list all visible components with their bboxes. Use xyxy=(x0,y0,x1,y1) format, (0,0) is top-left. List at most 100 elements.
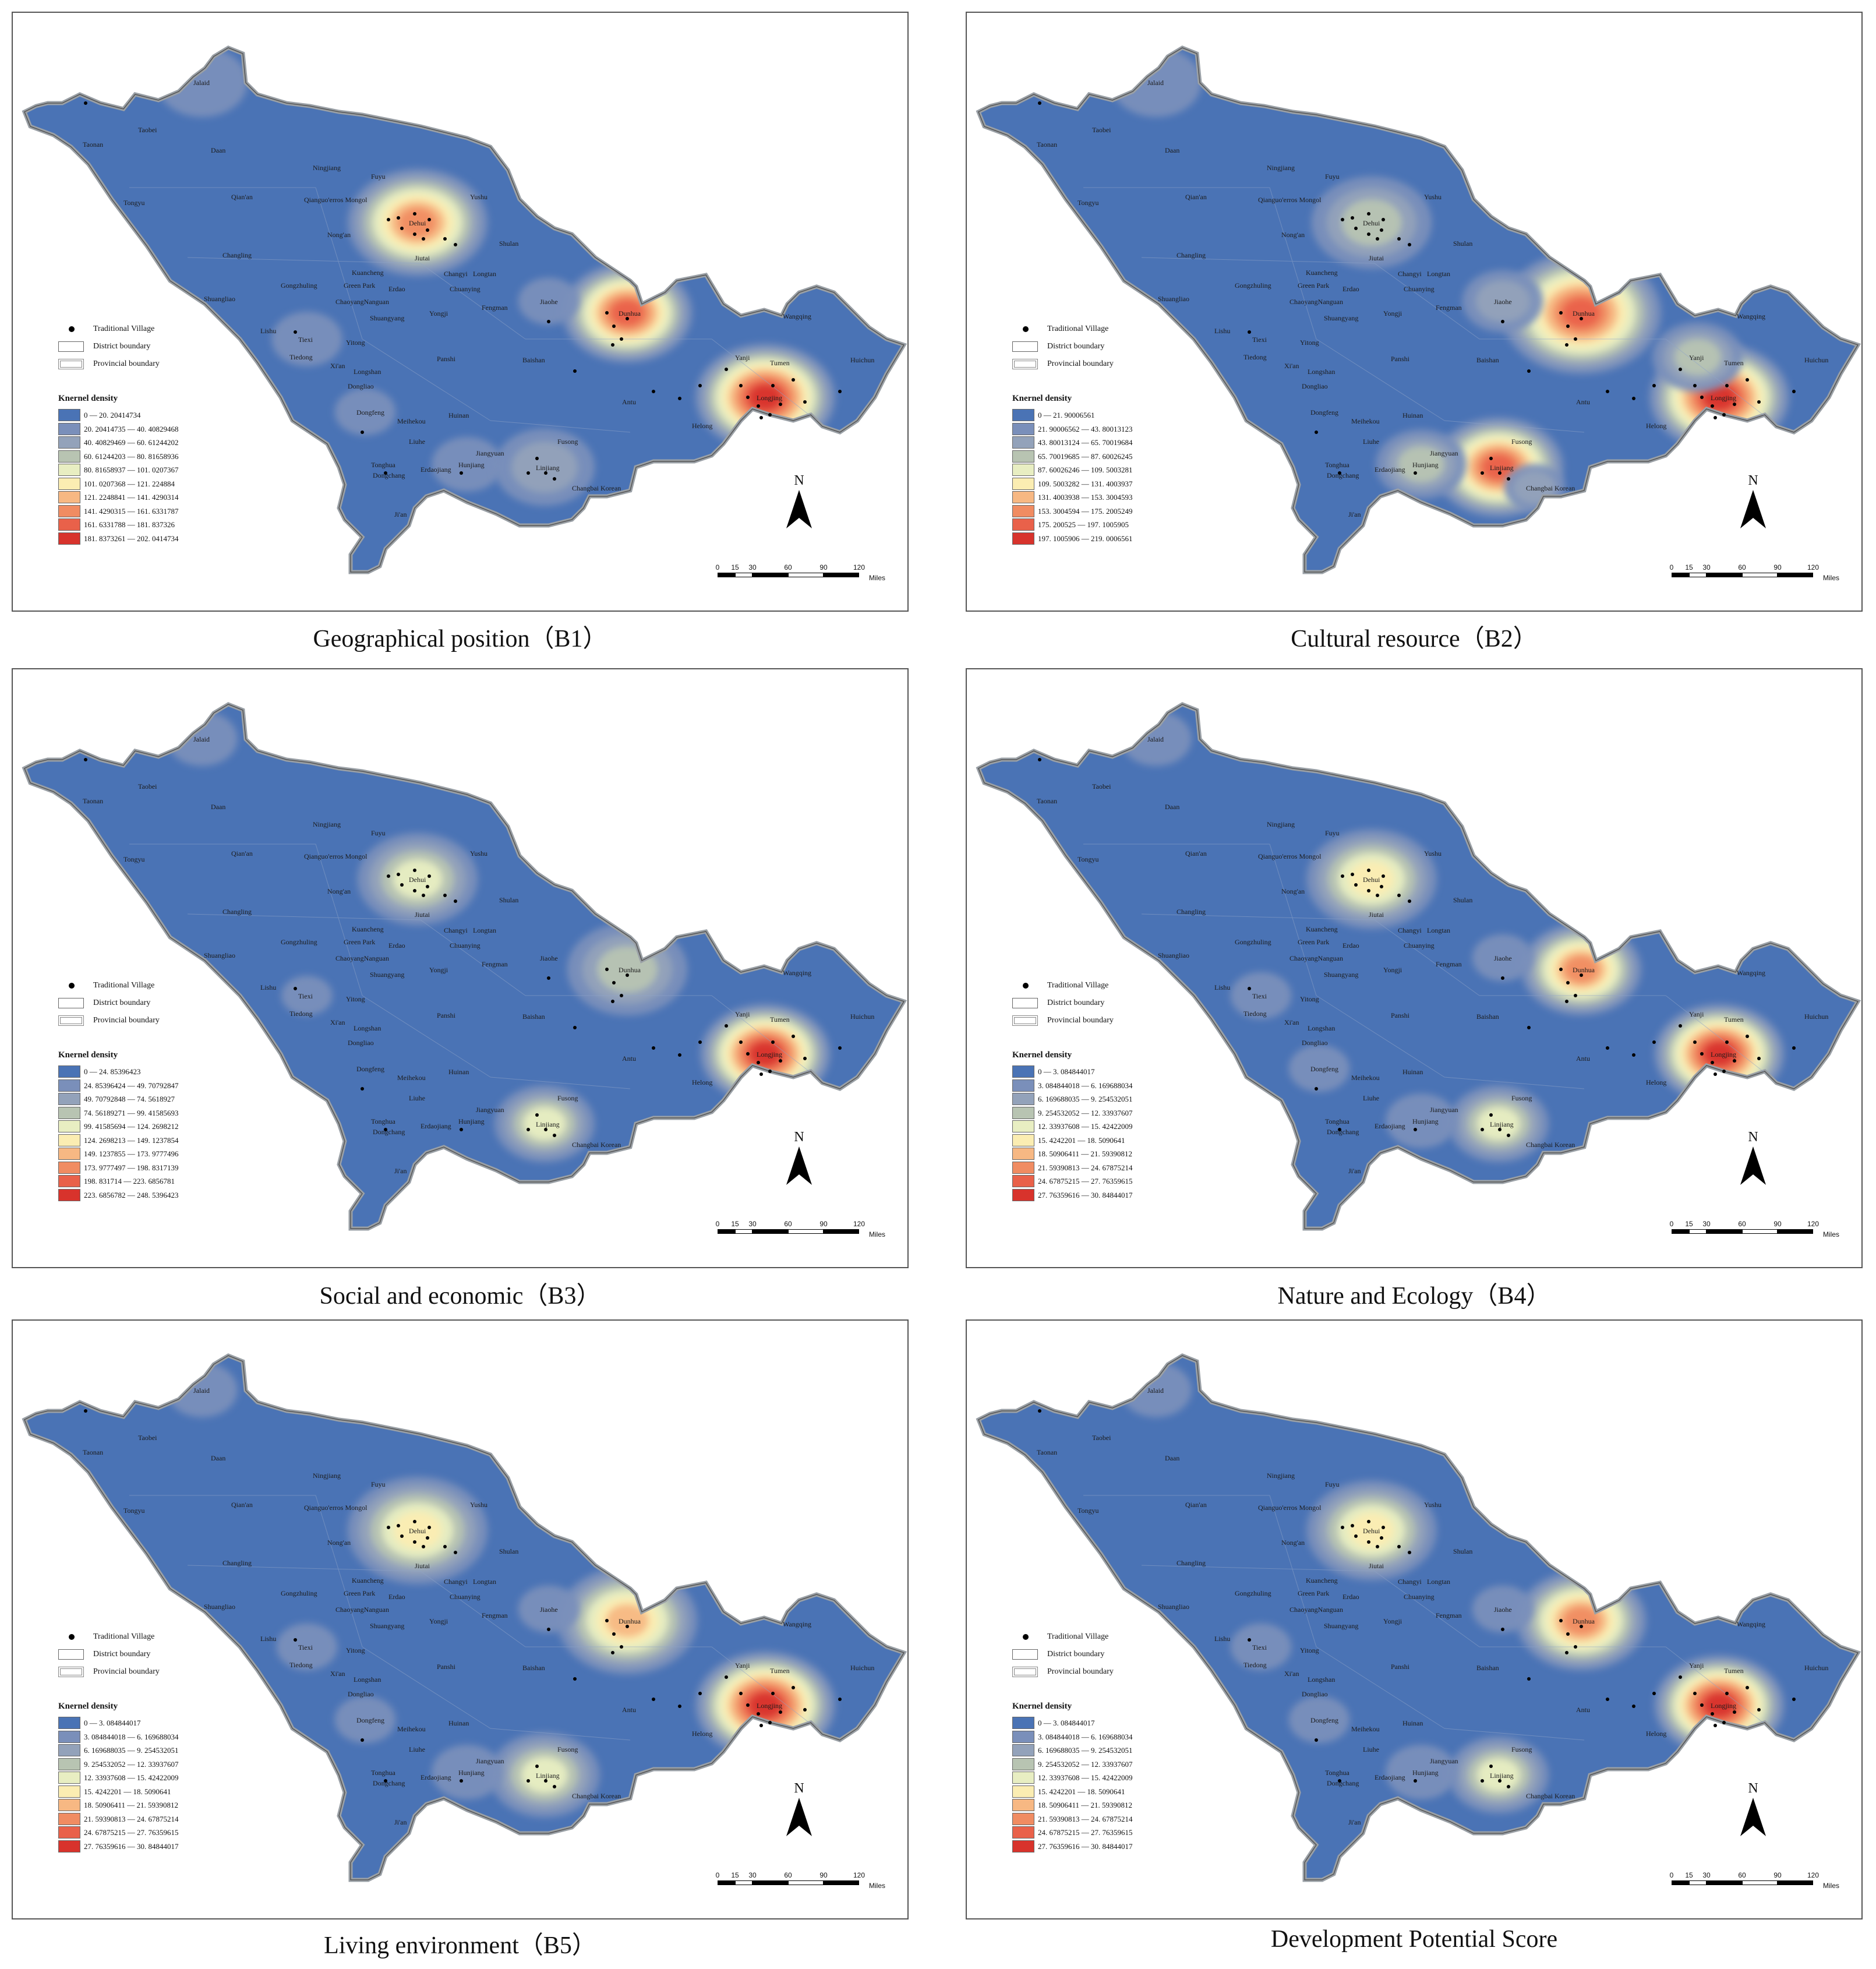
place-label: Fengman xyxy=(482,304,508,312)
village-point xyxy=(1606,1698,1609,1701)
legend-village-label: Traditional Village xyxy=(1047,1632,1109,1641)
place-label: Longtan xyxy=(1427,926,1450,934)
village-point xyxy=(1501,320,1504,323)
legend-swatch xyxy=(58,1093,80,1105)
village-point xyxy=(1725,1040,1729,1044)
place-label: Taobei xyxy=(138,126,157,134)
legend-density-title: Knernel density xyxy=(58,394,118,403)
place-label: Ji'an xyxy=(394,1167,407,1175)
village-point xyxy=(626,317,629,320)
legend-district: District boundary xyxy=(1012,994,1133,1012)
place-label: Erdaojiang xyxy=(421,465,451,474)
legend-density-class: 153. 3004594 — 175. 2005249 xyxy=(1012,504,1133,518)
scale-bar: 0 15 30 60 90 120 Miles xyxy=(1660,563,1840,587)
place-label: Dongchang xyxy=(1327,1128,1359,1136)
place-label: Longtan xyxy=(473,1578,496,1586)
scale-tick-label: 60 xyxy=(784,563,792,571)
place-label: Dongchang xyxy=(373,1128,405,1136)
panel-caption: Social and economic（B3） xyxy=(319,1283,601,1310)
legend-swatch xyxy=(1012,1826,1034,1839)
place-label: Shuangyang xyxy=(370,1622,404,1630)
place-label: Tongyu xyxy=(1077,199,1099,207)
place-label: Dongliao xyxy=(348,382,374,390)
legend-density-class: 3. 084844018 — 6. 169688034 xyxy=(1012,1079,1133,1093)
legend-density-class: 0 — 3. 084844017 xyxy=(1012,1716,1133,1730)
place-label: Kuancheng xyxy=(1306,269,1338,277)
place-label: Dongfeng xyxy=(356,1065,384,1073)
north-arrow-icon: N xyxy=(782,1130,817,1189)
place-label: Jiaohe xyxy=(1494,1605,1512,1614)
hotspot-hunjiang xyxy=(1376,429,1467,499)
place-label: Fengman xyxy=(1436,1611,1462,1619)
village-point xyxy=(771,384,775,387)
legend-province: Provincial boundary xyxy=(58,1663,179,1681)
place-label: Fusong xyxy=(557,1094,578,1102)
place-label: Erdao xyxy=(388,1593,405,1601)
place-label: Jiangyuan xyxy=(1430,449,1458,457)
scale-tick-label: 90 xyxy=(1773,1871,1782,1879)
place-label: Antu xyxy=(622,398,636,406)
place-label: Gongzhuling xyxy=(281,281,317,290)
place-label: Kuancheng xyxy=(1306,925,1338,933)
place-label: Taonan xyxy=(1037,140,1057,149)
scale-segment xyxy=(735,1880,752,1885)
legend-province: Provincial boundary xyxy=(58,355,179,373)
legend-class-label: 21. 59390813 — 24. 67875214 xyxy=(1038,1814,1133,1823)
village-point xyxy=(1693,1040,1697,1044)
place-label: Qianguo'erros Mongol xyxy=(1258,1504,1322,1512)
district-boundaries xyxy=(1083,844,1771,1089)
legend-class-label: 24. 85396424 — 49. 70792847 xyxy=(84,1081,179,1090)
village-point xyxy=(387,1526,390,1529)
village-point xyxy=(771,1692,775,1695)
place-label: Jalaid xyxy=(1147,79,1164,87)
place-label: Longtan xyxy=(473,926,496,934)
legend-swatch xyxy=(58,1717,80,1729)
place-label: Meihekou xyxy=(397,417,426,425)
scale-tick-label: 0 xyxy=(715,563,720,571)
place-label: Helong xyxy=(692,1730,712,1738)
scale-segment xyxy=(718,573,735,577)
legend-class-label: 27. 76359616 — 30. 84844017 xyxy=(84,1841,179,1851)
place-label: Qianguo'erros Mongol xyxy=(304,1504,368,1512)
place-label: Tiexi xyxy=(298,1643,313,1652)
village-point xyxy=(768,1070,772,1073)
village-point xyxy=(397,873,400,876)
scale-unit: Miles xyxy=(869,1882,886,1890)
place-label: Dunhua xyxy=(1573,966,1595,974)
hotspot-linjiang xyxy=(494,428,595,506)
legend-density-class: 197. 1005906 — 219. 0006561 xyxy=(1012,532,1133,546)
place-label: Jiutai xyxy=(1369,1562,1384,1570)
place-label: Tiexi xyxy=(1252,1643,1267,1652)
map-panel-5: Jalaid Taobei Taonan Daan Ningjiang Fuyu Tongy… xyxy=(12,1319,909,1919)
legend-class-label: 24. 67875215 — 27. 76359615 xyxy=(84,1828,179,1837)
legend-class-label: 9. 254532052 — 12. 33937607 xyxy=(1038,1759,1133,1769)
village-point xyxy=(746,396,750,399)
place-label: Shuangyang xyxy=(370,971,404,979)
legend-district: District boundary xyxy=(58,994,179,1012)
village-point xyxy=(771,1040,775,1044)
place-label: Longshan xyxy=(1308,1024,1335,1032)
place-label: Gongzhuling xyxy=(281,938,317,946)
place-label: Fusong xyxy=(1511,1745,1532,1753)
legend-class-label: 6. 169688035 — 9. 254532051 xyxy=(1038,1746,1133,1755)
village-point xyxy=(535,457,539,460)
legend-swatch xyxy=(58,477,80,490)
place-label: Antu xyxy=(622,1054,636,1063)
place-label: Yitong xyxy=(346,995,365,1003)
place-label: Fusong xyxy=(1511,437,1532,446)
hotspot-yanji xyxy=(1652,322,1743,392)
place-label: Jiangyuan xyxy=(476,449,504,457)
place-label: Erdaojiang xyxy=(1375,465,1405,474)
place-label: Erdao xyxy=(1342,941,1359,950)
place-label: Changling xyxy=(1177,251,1206,259)
legend-swatch xyxy=(1012,409,1034,421)
traditional-villages xyxy=(84,758,842,1137)
scale-tick-label: 60 xyxy=(1738,563,1746,571)
place-label: Changyi xyxy=(444,270,468,278)
place-label: Shulan xyxy=(1453,1547,1472,1555)
place-label: ChaoyangNanguan xyxy=(335,1605,389,1614)
hotspot-dongfeng xyxy=(334,388,396,436)
legend-density-class: 49. 70792848 — 74. 5618927 xyxy=(58,1092,179,1106)
place-label: Ji'an xyxy=(1348,1167,1361,1175)
place-label: Dongfeng xyxy=(356,408,384,417)
